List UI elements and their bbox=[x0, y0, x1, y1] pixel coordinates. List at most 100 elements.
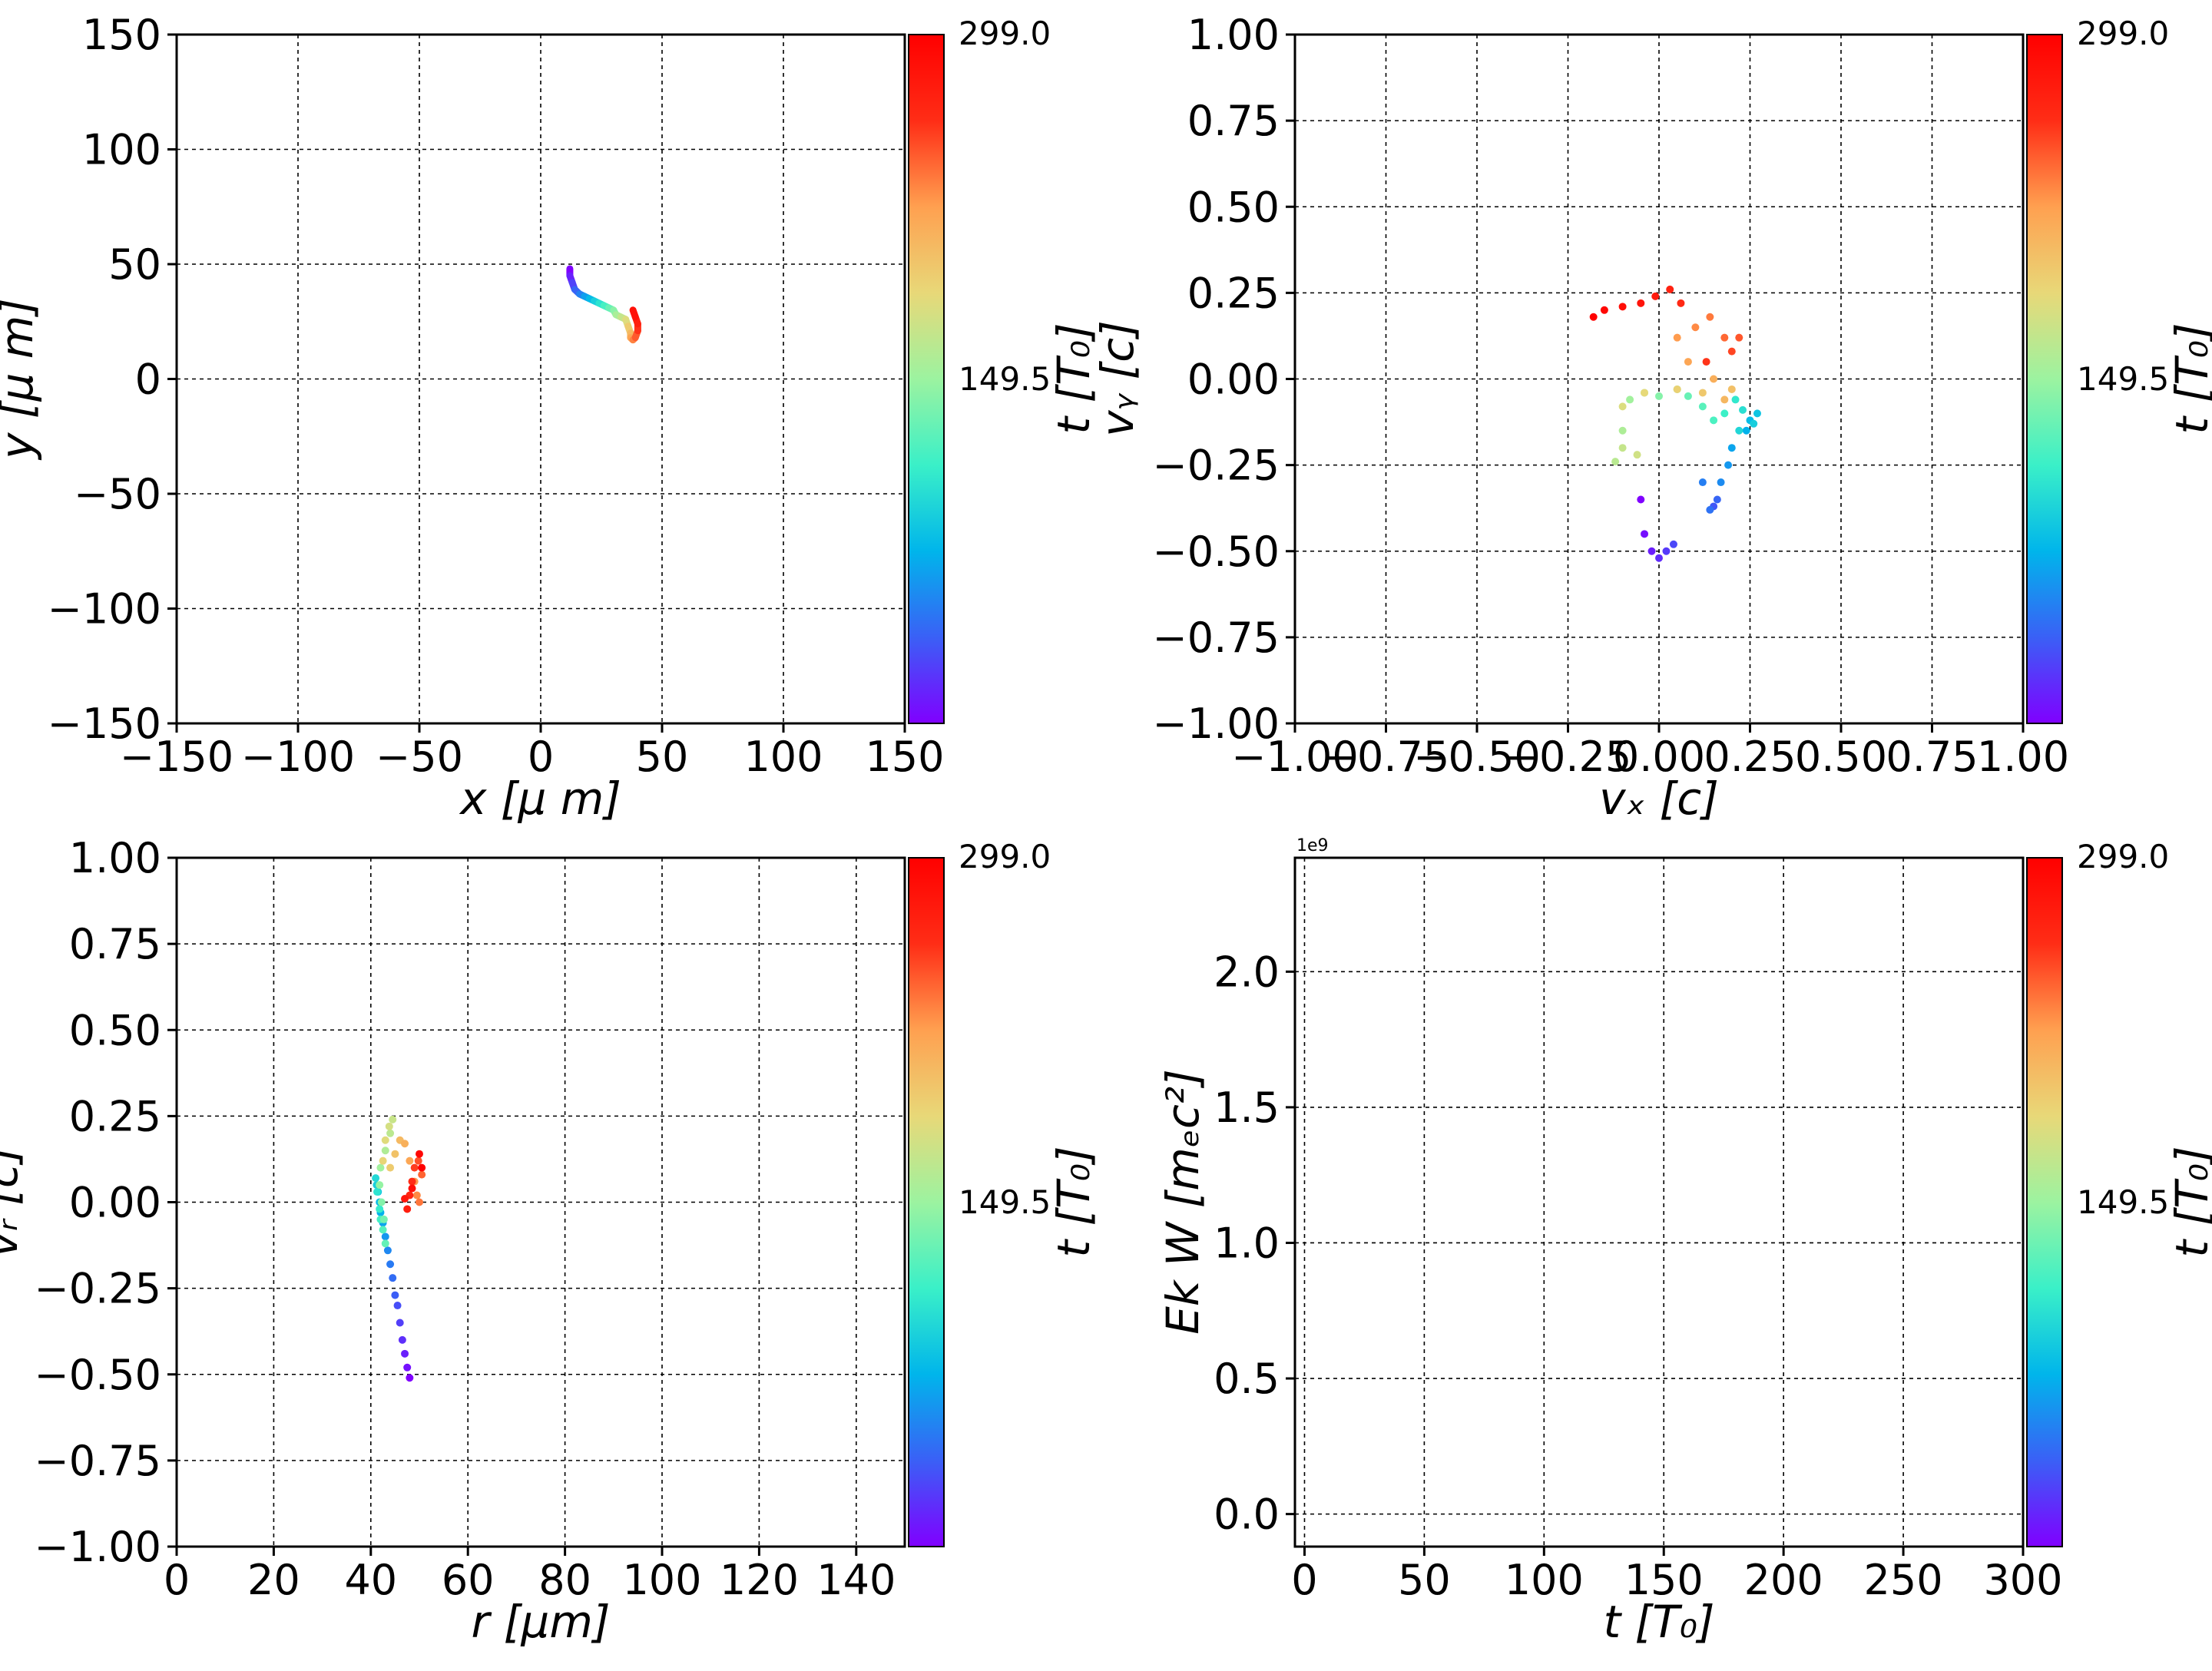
vel-point bbox=[1666, 285, 1674, 293]
energy-ytick-label: 0.0 bbox=[1214, 1491, 1280, 1539]
energy-lines bbox=[1304, 882, 2021, 1517]
radial-ytick-label: −0.25 bbox=[35, 1265, 161, 1313]
vel-point bbox=[1641, 530, 1649, 538]
pos-trajectory-segment bbox=[629, 306, 639, 321]
vel-point bbox=[1626, 395, 1634, 404]
radial-point bbox=[383, 1246, 392, 1255]
velocity-points bbox=[1589, 285, 1761, 562]
position-colorbar bbox=[908, 34, 945, 724]
vel-ytick-label: −1.00 bbox=[1153, 700, 1280, 748]
radial-points bbox=[372, 1115, 426, 1382]
vel-point bbox=[1706, 313, 1714, 321]
radial-xtick-label: 120 bbox=[720, 1556, 799, 1604]
vel-point bbox=[1637, 299, 1645, 307]
radial-colorbar-label: t [T₀] bbox=[1048, 1146, 1100, 1257]
vel-point bbox=[1655, 554, 1663, 562]
pos-ytick-label: 100 bbox=[82, 126, 161, 174]
radial-xtick-label: 60 bbox=[442, 1556, 495, 1604]
radial-xtick-label: 140 bbox=[816, 1556, 896, 1604]
vel-point bbox=[1637, 495, 1645, 504]
vel-xtick-label: 0.50 bbox=[1795, 733, 1887, 781]
vel-point bbox=[1698, 402, 1707, 411]
position-panel: −150 −100 −50 0 50 100 150−150−100−50050100150… bbox=[0, 11, 1100, 825]
radial-point bbox=[379, 1156, 387, 1165]
radial-point bbox=[401, 1349, 409, 1358]
radial-point bbox=[403, 1205, 412, 1213]
energy-ytick-label: 0.5 bbox=[1214, 1355, 1280, 1403]
vel-xtick-label: 0.75 bbox=[1886, 733, 1978, 781]
pos-ytick-label: 150 bbox=[82, 11, 161, 59]
radial-xtick-label: 100 bbox=[622, 1556, 701, 1604]
vel-point bbox=[1717, 478, 1725, 487]
position-ylabel: y [μ m] bbox=[0, 298, 43, 461]
energy-xtick-label: 300 bbox=[1983, 1556, 2062, 1604]
vel-point bbox=[1750, 419, 1758, 428]
radial-point bbox=[386, 1260, 395, 1269]
vel-point bbox=[1710, 375, 1718, 383]
vel-point bbox=[1713, 495, 1721, 504]
radial-ylabel: vᵣ [c] bbox=[0, 1147, 28, 1258]
radial-ytick-label: 0.00 bbox=[69, 1179, 161, 1227]
vel-ytick-label: 1.00 bbox=[1187, 11, 1280, 59]
radial-point bbox=[396, 1319, 404, 1327]
vel-xtick-label: −0.75 bbox=[1323, 733, 1449, 781]
energy-xtick-label: 150 bbox=[1624, 1556, 1704, 1604]
vel-xtick-label: −0.25 bbox=[1505, 733, 1631, 781]
radial-point bbox=[414, 1156, 422, 1165]
radial-point bbox=[408, 1184, 416, 1193]
radial-point bbox=[379, 1215, 388, 1223]
energy-xtick-label: 0 bbox=[1291, 1556, 1317, 1604]
pos-ytick-label: 0 bbox=[135, 356, 161, 404]
energy-ylabel: Ek W [mₑc²] bbox=[1157, 1069, 1209, 1335]
velocity-xlabel: vₓ [c] bbox=[1599, 773, 1719, 825]
radial-point bbox=[406, 1374, 414, 1382]
pos-ytick-label: 50 bbox=[108, 240, 161, 289]
pos-xtick-label: 150 bbox=[865, 733, 944, 781]
radial-ytick-label: 0.25 bbox=[69, 1092, 161, 1140]
vel-xtick-label: 0.25 bbox=[1704, 733, 1796, 781]
vel-point bbox=[1655, 392, 1663, 400]
energy-panel: 0 50 100 150 200 250 300 0.0 0.5 1.0 1.5 2.0 1e9 t … bbox=[1157, 836, 2212, 1648]
vel-ytick-label: 0.00 bbox=[1187, 356, 1280, 404]
energy-ytick-label: 1.5 bbox=[1214, 1084, 1280, 1132]
radial-xlabel: r [μm] bbox=[472, 1596, 611, 1648]
vel-point bbox=[1698, 478, 1707, 487]
radial-xtick-label: 80 bbox=[538, 1556, 591, 1604]
vel-point bbox=[1633, 451, 1641, 459]
vel-point bbox=[1753, 409, 1761, 418]
energy-xlabel: t [T₀] bbox=[1603, 1596, 1714, 1648]
vel-point bbox=[1742, 426, 1750, 435]
velocity-colorbar-label: t [T₀] bbox=[2166, 323, 2212, 434]
velocity-panel: −1.00−0.75−0.50−0.250.000.250.500.751.00… bbox=[1091, 11, 2212, 825]
vel-point bbox=[1618, 444, 1627, 452]
radial-point bbox=[381, 1233, 389, 1241]
vel-ytick-label: −0.75 bbox=[1153, 614, 1280, 662]
position-trajectory bbox=[566, 265, 641, 344]
vel-point bbox=[1724, 461, 1733, 469]
radial-point bbox=[377, 1198, 386, 1206]
vel-point bbox=[1739, 405, 1747, 414]
pos-xtick-label: 100 bbox=[743, 733, 823, 781]
pos-xtick-label: −100 bbox=[241, 733, 355, 781]
radial-point bbox=[401, 1195, 409, 1203]
radial-xtick-label: 0 bbox=[164, 1556, 190, 1604]
pos-xtick-label: −150 bbox=[120, 733, 233, 781]
vel-point bbox=[1727, 385, 1736, 393]
energy-ytick-label: 1.0 bbox=[1214, 1219, 1280, 1267]
vel-point bbox=[1673, 333, 1681, 342]
radial-point bbox=[381, 1239, 389, 1248]
pos-xtick-label: −50 bbox=[376, 733, 463, 781]
vel-point bbox=[1698, 389, 1707, 397]
vel-point bbox=[1600, 306, 1608, 314]
vel-point bbox=[1618, 303, 1627, 311]
radial-point bbox=[376, 1163, 385, 1172]
radial-point bbox=[406, 1156, 414, 1165]
velocity-ticks: −1.00−0.75−0.50−0.250.000.250.500.751.00… bbox=[1153, 11, 2070, 781]
radial-point bbox=[416, 1198, 423, 1206]
radial-point bbox=[376, 1205, 384, 1213]
radial-point bbox=[381, 1136, 389, 1144]
velocity-colorbar-tick-top: 299.0 bbox=[2077, 15, 2169, 52]
vel-ytick-label: 0.25 bbox=[1187, 269, 1280, 317]
vel-point bbox=[1731, 395, 1740, 404]
